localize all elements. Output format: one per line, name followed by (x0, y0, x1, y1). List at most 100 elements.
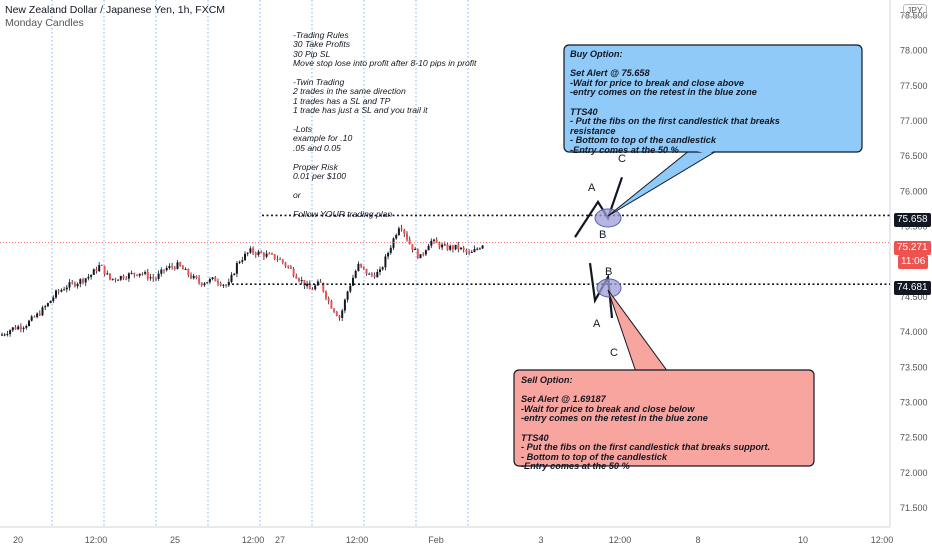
y-tick-label-0: 78.500 (900, 10, 928, 20)
candle-body-62 (168, 265, 171, 268)
time-axis: 20 12:00 25 12:00 27 12:00 Feb 3 12:00 8 10 12:00 (13, 535, 893, 545)
candle-body-71 (192, 275, 195, 279)
indicator-name: Monday Candles (5, 17, 84, 29)
candle-body-170 (460, 247, 462, 250)
candle-body-148 (400, 228, 403, 230)
candle-body-108 (292, 268, 295, 276)
candle-body-35 (95, 269, 98, 272)
candle-body-67 (181, 266, 184, 270)
candle-body-27 (73, 282, 76, 287)
candle-body-122 (330, 301, 333, 309)
candle-body-40 (109, 273, 111, 280)
candle-body-128 (346, 291, 349, 300)
candle-body-10 (28, 320, 30, 326)
candle-body-17 (46, 303, 49, 307)
candle-body-65 (176, 262, 179, 269)
candle-body-72 (195, 275, 198, 279)
candle-body-13 (36, 313, 39, 318)
candles (1, 224, 484, 337)
candle-body-114 (308, 283, 311, 290)
trading-rules-note: -Trading Rules 30 Take Profits 30 Pip SL… (293, 30, 477, 219)
candle-body-120 (325, 291, 327, 299)
candle-body-14 (38, 313, 41, 316)
candle-body-43 (117, 279, 120, 281)
candle-body-73 (198, 278, 201, 283)
candle-body-47 (127, 273, 130, 279)
candle-body-106 (287, 266, 290, 268)
x-tick-label-1: 12:00 (85, 535, 108, 545)
currency-badge[interactable]: JPY (903, 4, 927, 17)
candle-body-12 (33, 316, 36, 318)
candle-body-42 (114, 278, 117, 280)
callout-shapes (513, 44, 863, 467)
candle-body-86 (233, 273, 236, 275)
candle-body-4 (11, 327, 14, 331)
candle-body-103 (279, 259, 282, 261)
candle-body-28 (76, 283, 79, 287)
candle-body-8 (22, 327, 25, 330)
candle-body-81 (219, 283, 222, 286)
candle-body-37 (100, 265, 103, 267)
candle-body-87 (235, 263, 238, 274)
candle-body-5 (14, 327, 17, 330)
candle-body-54 (146, 272, 149, 279)
candle-body-41 (111, 278, 114, 280)
candle-body-145 (392, 238, 395, 248)
y-tick-label-8: 74.500 (900, 292, 928, 302)
candle-body-142 (384, 256, 387, 268)
candle-body-169 (457, 244, 460, 250)
candle-body-91 (246, 252, 249, 254)
candle-body-151 (408, 239, 411, 245)
candle-body-174 (470, 251, 473, 253)
candle-body-104 (281, 259, 284, 263)
candle-body-133 (360, 263, 363, 267)
x-tick-label-4: 27 (275, 535, 285, 545)
candle-body-63 (171, 265, 174, 268)
candle-body-109 (295, 275, 298, 279)
candle-body-55 (149, 277, 152, 279)
y-tick-label-11: 73.000 (900, 397, 928, 407)
candle-body-152 (411, 244, 414, 250)
candle-body-137 (370, 273, 373, 276)
candle-body-121 (327, 298, 330, 302)
candle-body-77 (208, 278, 211, 283)
candle-body-89 (241, 260, 244, 262)
candle-body-167 (451, 245, 454, 250)
candle-body-80 (217, 281, 219, 284)
candle-body-69 (187, 269, 190, 276)
x-tick-label-5: 12:00 (346, 535, 369, 545)
candle-body-85 (230, 274, 233, 282)
candle-body-59 (160, 269, 163, 274)
candle-body-15 (41, 307, 44, 316)
candle-body-36 (98, 265, 101, 272)
candle-body-78 (211, 277, 214, 279)
candle-body-141 (381, 267, 384, 270)
candle-body-0 (1, 334, 3, 336)
candle-body-178 (481, 245, 484, 249)
x-tick-label-0: 20 (13, 535, 23, 545)
candle-body-138 (373, 275, 376, 278)
x-tick-label-6: Feb (428, 535, 444, 545)
candle-body-22 (60, 289, 63, 292)
candle-body-24 (65, 287, 68, 290)
candle-body-31 (84, 278, 87, 283)
sell-entry-ellipse (596, 278, 622, 298)
sell-pattern-label-a: A (593, 318, 601, 330)
candle-body-149 (403, 229, 406, 234)
candle-body-30 (82, 279, 84, 283)
candle-body-46 (125, 278, 128, 280)
candle-body-58 (157, 273, 160, 279)
buy-callout-box (563, 44, 863, 153)
candle-body-53 (144, 272, 147, 274)
candle-body-57 (154, 278, 157, 280)
candle-body-101 (273, 254, 276, 259)
candle-body-140 (379, 269, 381, 272)
candle-body-161 (435, 239, 438, 243)
buy-pattern-label-c: C (618, 153, 626, 165)
candle-body-132 (357, 263, 360, 271)
candle-body-6 (17, 326, 20, 330)
candle-body-155 (419, 254, 422, 259)
lower-level-price-label: 74.681 (894, 281, 931, 295)
candle-body-162 (438, 242, 441, 248)
